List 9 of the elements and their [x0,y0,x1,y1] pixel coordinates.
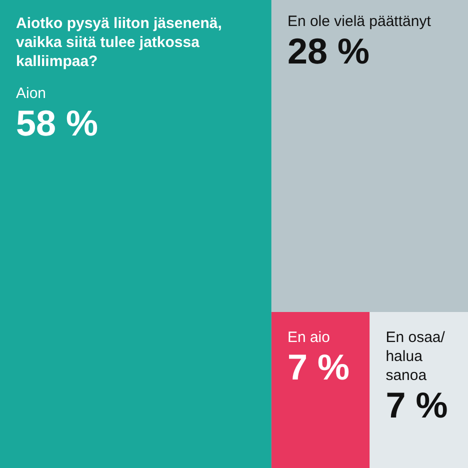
data-label: 58 % [16,102,98,144]
category-label: Aion [16,85,46,102]
text: Aiotko pysyä liiton jäsenenä, vaikka siitä tulee jatkossa kalliimpaa? [16,15,226,70]
category-label: En osaa/ halua sanoa [386,329,446,384]
data-label: 7 % [287,346,350,388]
data-label: 28 % [287,30,370,72]
category-label: En aio [287,329,330,346]
category-label: En ole vielä päättänyt [287,13,432,30]
data-label: 7 % [386,384,448,426]
